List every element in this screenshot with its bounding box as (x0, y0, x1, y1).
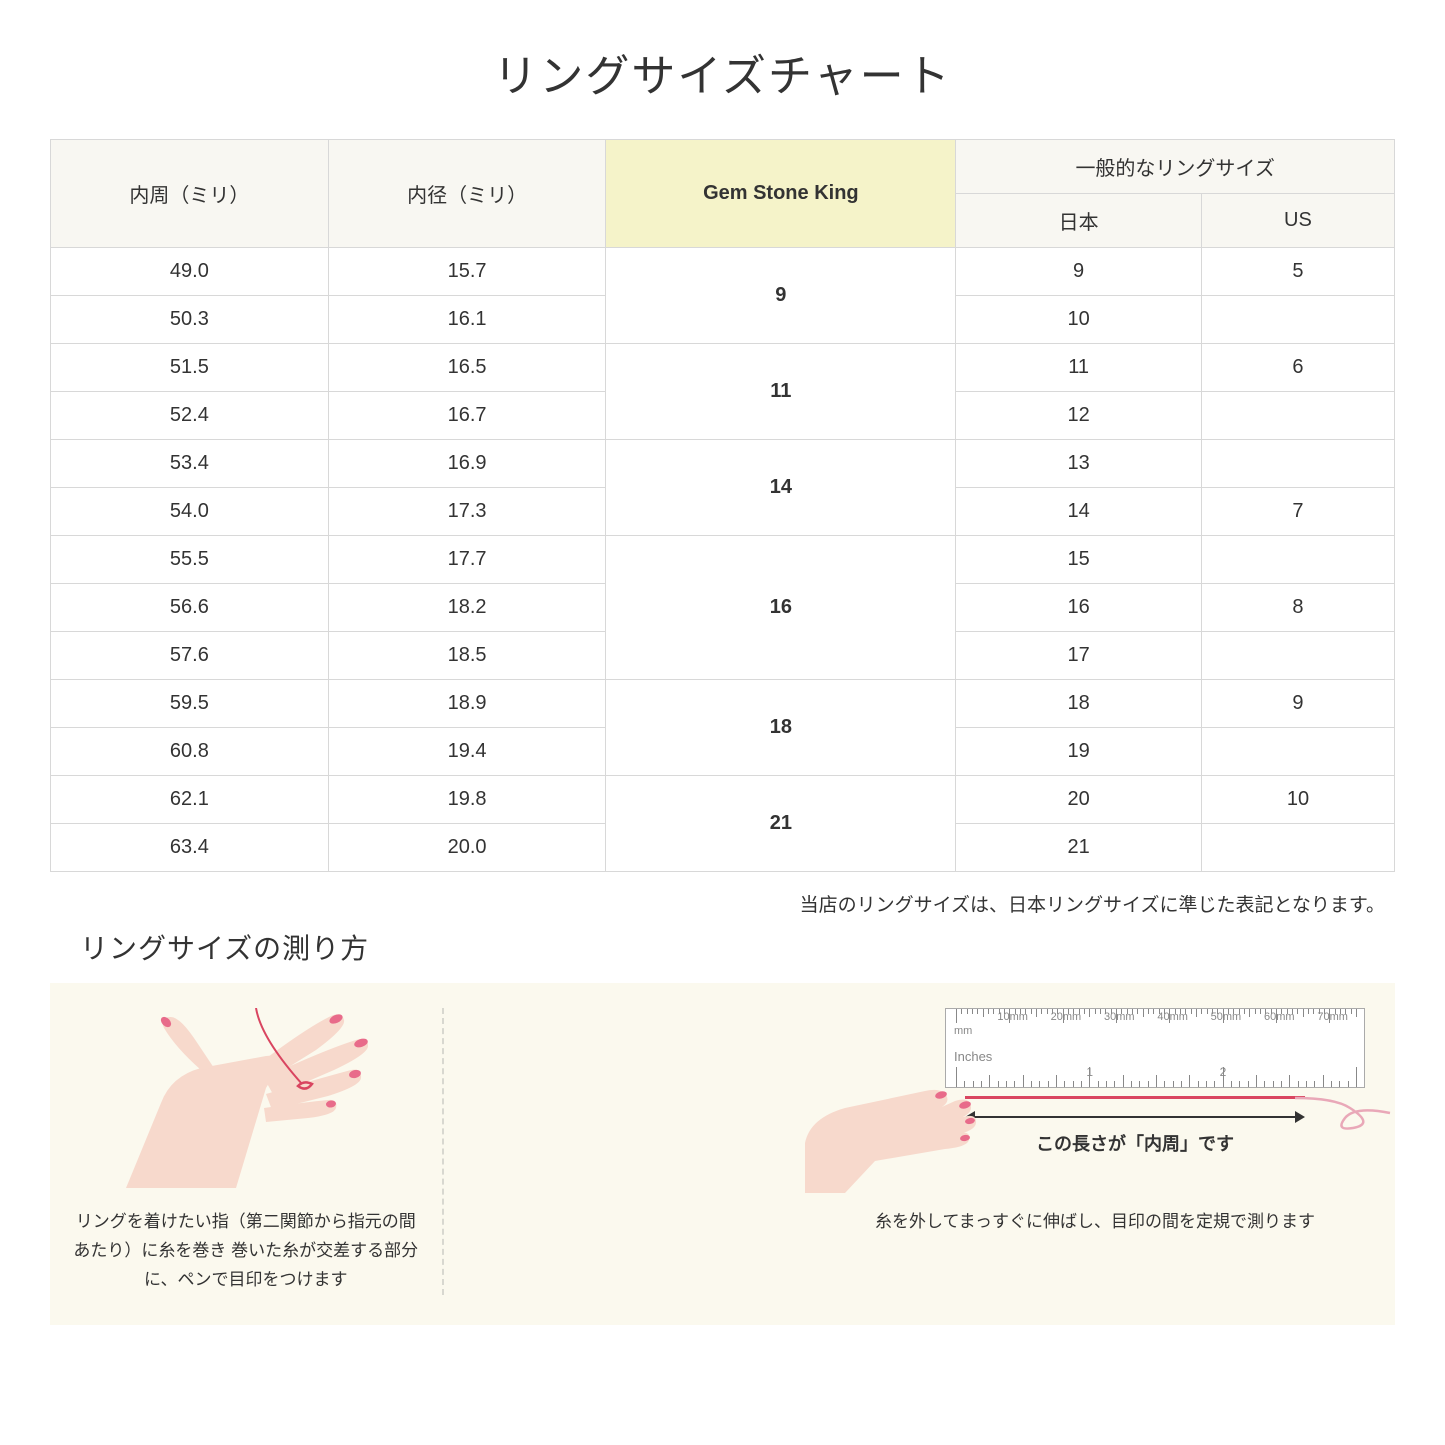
cell-gsk: 21 (606, 776, 956, 872)
cell-circumference: 50.3 (51, 296, 329, 344)
footnote: 当店のリングサイズは、日本リングサイズに準じた表記となります。 (50, 890, 1395, 917)
cell-circumference: 60.8 (51, 728, 329, 776)
cell-circumference: 55.5 (51, 536, 329, 584)
howto-title: リングサイズの測り方 (80, 927, 1395, 967)
cell-us: 5 (1201, 248, 1394, 296)
cell-diameter: 18.2 (328, 584, 606, 632)
cell-diameter: 19.8 (328, 776, 606, 824)
howto-step-1: リングを着けたい指（第二関節から指元の間あたり）に糸を巻き 巻いた糸が交差する部… (70, 1008, 422, 1295)
col-circumference: 内周（ミリ） (51, 140, 329, 248)
cell-diameter: 17.3 (328, 488, 606, 536)
cell-japan: 14 (956, 488, 1202, 536)
cell-diameter: 19.4 (328, 728, 606, 776)
ruler-mm-mark: 20mm (1051, 1011, 1082, 1023)
table-row: 49.015.7995 (51, 248, 1395, 296)
cell-us (1201, 392, 1394, 440)
howto-step-2: mm Inches 10mm20mm30mm40mm50mm60mm70mm12… (815, 1008, 1375, 1295)
table-row: 55.517.71615 (51, 536, 1395, 584)
cell-circumference: 51.5 (51, 344, 329, 392)
measure-arrow (965, 1108, 1305, 1126)
cell-japan: 21 (956, 824, 1202, 872)
cell-japan: 12 (956, 392, 1202, 440)
cell-us: 7 (1201, 488, 1394, 536)
hand-right-svg (805, 1063, 985, 1193)
cell-gsk: 18 (606, 680, 956, 776)
col-gsk: Gem Stone King (606, 140, 956, 248)
cell-us: 10 (1201, 776, 1394, 824)
cell-japan: 20 (956, 776, 1202, 824)
ruler-mm-mark: 50mm (1211, 1011, 1242, 1023)
ruler-mm-mark: 10mm (997, 1011, 1028, 1023)
cell-circumference: 62.1 (51, 776, 329, 824)
table-row: 51.516.511116 (51, 344, 1395, 392)
cell-us (1201, 296, 1394, 344)
col-diameter: 内径（ミリ） (328, 140, 606, 248)
howto-divider (442, 1008, 796, 1295)
table-row: 53.416.91413 (51, 440, 1395, 488)
cell-diameter: 16.9 (328, 440, 606, 488)
cell-circumference: 59.5 (51, 680, 329, 728)
hand-wrap-illustration (70, 1008, 422, 1188)
cell-us (1201, 440, 1394, 488)
cell-diameter: 16.7 (328, 392, 606, 440)
ruler: mm Inches 10mm20mm30mm40mm50mm60mm70mm12 (945, 1008, 1365, 1088)
cell-diameter: 20.0 (328, 824, 606, 872)
cell-gsk: 9 (606, 248, 956, 344)
thread-curl (1295, 1078, 1395, 1138)
measure-label: この長さが「内周」です (965, 1130, 1305, 1156)
table-row: 62.119.8212010 (51, 776, 1395, 824)
cell-gsk: 16 (606, 536, 956, 680)
cell-diameter: 16.1 (328, 296, 606, 344)
cell-gsk: 11 (606, 344, 956, 440)
cell-circumference: 49.0 (51, 248, 329, 296)
col-general: 一般的なリングサイズ (956, 140, 1395, 194)
cell-japan: 16 (956, 584, 1202, 632)
cell-gsk: 14 (606, 440, 956, 536)
cell-japan: 10 (956, 296, 1202, 344)
cell-circumference: 57.6 (51, 632, 329, 680)
size-chart-table: 内周（ミリ） 内径（ミリ） Gem Stone King 一般的なリングサイズ … (50, 139, 1395, 872)
cell-circumference: 52.4 (51, 392, 329, 440)
red-thread (965, 1096, 1305, 1099)
cell-us: 9 (1201, 680, 1394, 728)
page-title: リングサイズチャート (50, 40, 1395, 104)
step1-caption: リングを着けたい指（第二関節から指元の間あたり）に糸を巻き 巻いた糸が交差する部… (70, 1208, 422, 1295)
cell-diameter: 16.5 (328, 344, 606, 392)
cell-circumference: 53.4 (51, 440, 329, 488)
cell-japan: 9 (956, 248, 1202, 296)
cell-us (1201, 632, 1394, 680)
ruler-mm-mark: 60mm (1264, 1011, 1295, 1023)
cell-japan: 19 (956, 728, 1202, 776)
cell-circumference: 54.0 (51, 488, 329, 536)
ruler-in-mark: 2 (1220, 1065, 1227, 1079)
col-japan: 日本 (956, 194, 1202, 248)
step2-caption: 糸を外してまっすぐに伸ばし、目印の間を定規で測ります (815, 1208, 1375, 1237)
col-us: US (1201, 194, 1394, 248)
ruler-mm-mark: 70mm (1317, 1011, 1348, 1023)
howto-section: リングを着けたい指（第二関節から指元の間あたり）に糸を巻き 巻いた糸が交差する部… (50, 983, 1395, 1325)
cell-japan: 13 (956, 440, 1202, 488)
cell-us: 6 (1201, 344, 1394, 392)
cell-japan: 15 (956, 536, 1202, 584)
table-row: 59.518.918189 (51, 680, 1395, 728)
cell-circumference: 56.6 (51, 584, 329, 632)
ruler-mm-mark: 40mm (1157, 1011, 1188, 1023)
cell-us (1201, 728, 1394, 776)
ruler-in-mark: 1 (1086, 1065, 1093, 1079)
ruler-illustration: mm Inches 10mm20mm30mm40mm50mm60mm70mm12… (815, 1008, 1375, 1188)
cell-japan: 18 (956, 680, 1202, 728)
cell-circumference: 63.4 (51, 824, 329, 872)
cell-diameter: 18.9 (328, 680, 606, 728)
cell-diameter: 18.5 (328, 632, 606, 680)
hand-left-svg (106, 1008, 386, 1188)
cell-us: 8 (1201, 584, 1394, 632)
cell-diameter: 15.7 (328, 248, 606, 296)
cell-diameter: 17.7 (328, 536, 606, 584)
cell-japan: 11 (956, 344, 1202, 392)
ruler-mm-mark: 30mm (1104, 1011, 1135, 1023)
cell-us (1201, 536, 1394, 584)
cell-japan: 17 (956, 632, 1202, 680)
cell-us (1201, 824, 1394, 872)
